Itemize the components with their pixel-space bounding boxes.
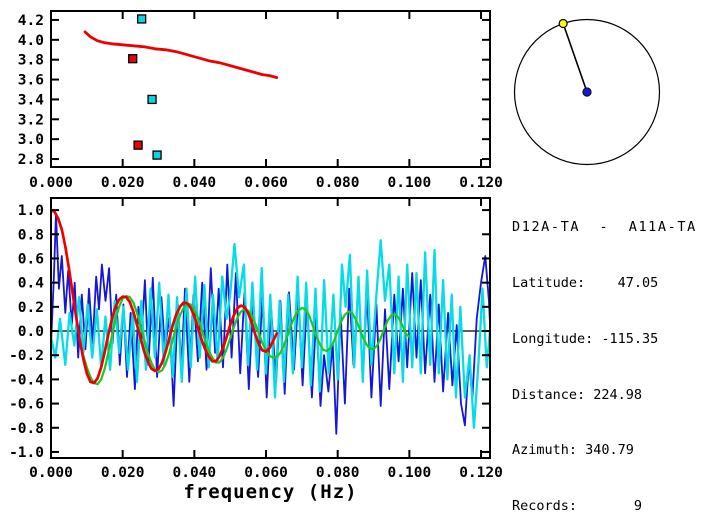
x-tick-label: 0.080 [316, 465, 360, 481]
dispersion-pick-marker[interactable] [128, 54, 138, 64]
y-tick-label: -1.0 [9, 445, 44, 461]
y-tick-label: 3.8 [18, 53, 44, 69]
station-pair-label: D12A-TA - A11A-TA [512, 219, 697, 236]
y-tick-label: 0.8 [18, 227, 44, 243]
x-tick-label: 0.000 [29, 465, 73, 481]
y-tick-label: 1.0 [18, 203, 44, 219]
info-longitude: Longitude: -115.35 [512, 330, 659, 347]
y-tick-label: 3.6 [18, 73, 44, 89]
y-tick-label: 0.2 [18, 300, 44, 316]
info-records: Records: 9 [512, 498, 643, 515]
dispersion-pick-marker[interactable] [133, 140, 143, 150]
info-distance: Distance: 224.98 [512, 386, 643, 403]
y-tick-label: 4.2 [18, 13, 44, 29]
y-tick-label: 0.6 [18, 251, 44, 267]
x-tick-label: 0.120 [459, 175, 503, 191]
dispersion-panel-frame[interactable] [50, 10, 491, 168]
x-tick-label: 0.060 [244, 175, 288, 191]
y-tick-label: 3.4 [18, 92, 44, 108]
x-tick-label: 0.120 [459, 465, 503, 481]
x-tick-label: 0.100 [388, 465, 432, 481]
y-tick-label: 3.2 [18, 112, 44, 128]
y-tick-label: -0.8 [9, 421, 44, 437]
x-tick-label: 0.040 [173, 465, 217, 481]
y-tick-label: 2.8 [18, 152, 44, 168]
x-tick-label: 0.060 [244, 465, 288, 481]
y-tick-label: 0.0 [18, 324, 44, 340]
x-tick-label: 0.000 [29, 175, 73, 191]
x-tick-label: 0.100 [388, 175, 432, 191]
reference-dispersion-curve [83, 30, 279, 79]
x-axis-title: frequency (Hz) [183, 481, 357, 503]
azimuth-needle [562, 23, 588, 93]
info-latitude: Latitude: 47.05 [512, 274, 659, 291]
x-tick-label: 0.040 [173, 175, 217, 191]
y-tick-label: -0.2 [9, 348, 44, 364]
station-direction-marker [558, 18, 568, 29]
y-tick-label: 0.4 [18, 276, 44, 292]
y-tick-label: -0.6 [9, 397, 44, 413]
dispersion-pick-marker[interactable] [147, 94, 157, 105]
y-tick-label: 4.0 [18, 33, 44, 49]
info-azimuth: Azimuth: 340.79 [512, 442, 634, 459]
station-info-panel: D12A-TA - A11A-TA Latitude: 47.05 Longit… [512, 181, 697, 519]
dispersion-pick-marker[interactable] [137, 14, 147, 24]
reference-station-dot [582, 87, 592, 97]
dispersion-pick-marker[interactable] [152, 150, 162, 160]
x-tick-label: 0.020 [101, 175, 145, 191]
azimuth-circle [513, 18, 661, 166]
model-spectrum-red [51, 208, 279, 385]
x-tick-label: 0.080 [316, 175, 360, 191]
observed-spectrum-cyan [51, 239, 490, 429]
y-tick-label: -0.4 [9, 372, 44, 388]
x-tick-label: 0.020 [101, 465, 145, 481]
spectrum-panel-frame[interactable] [50, 197, 491, 459]
y-tick-label: 3.0 [18, 132, 44, 148]
